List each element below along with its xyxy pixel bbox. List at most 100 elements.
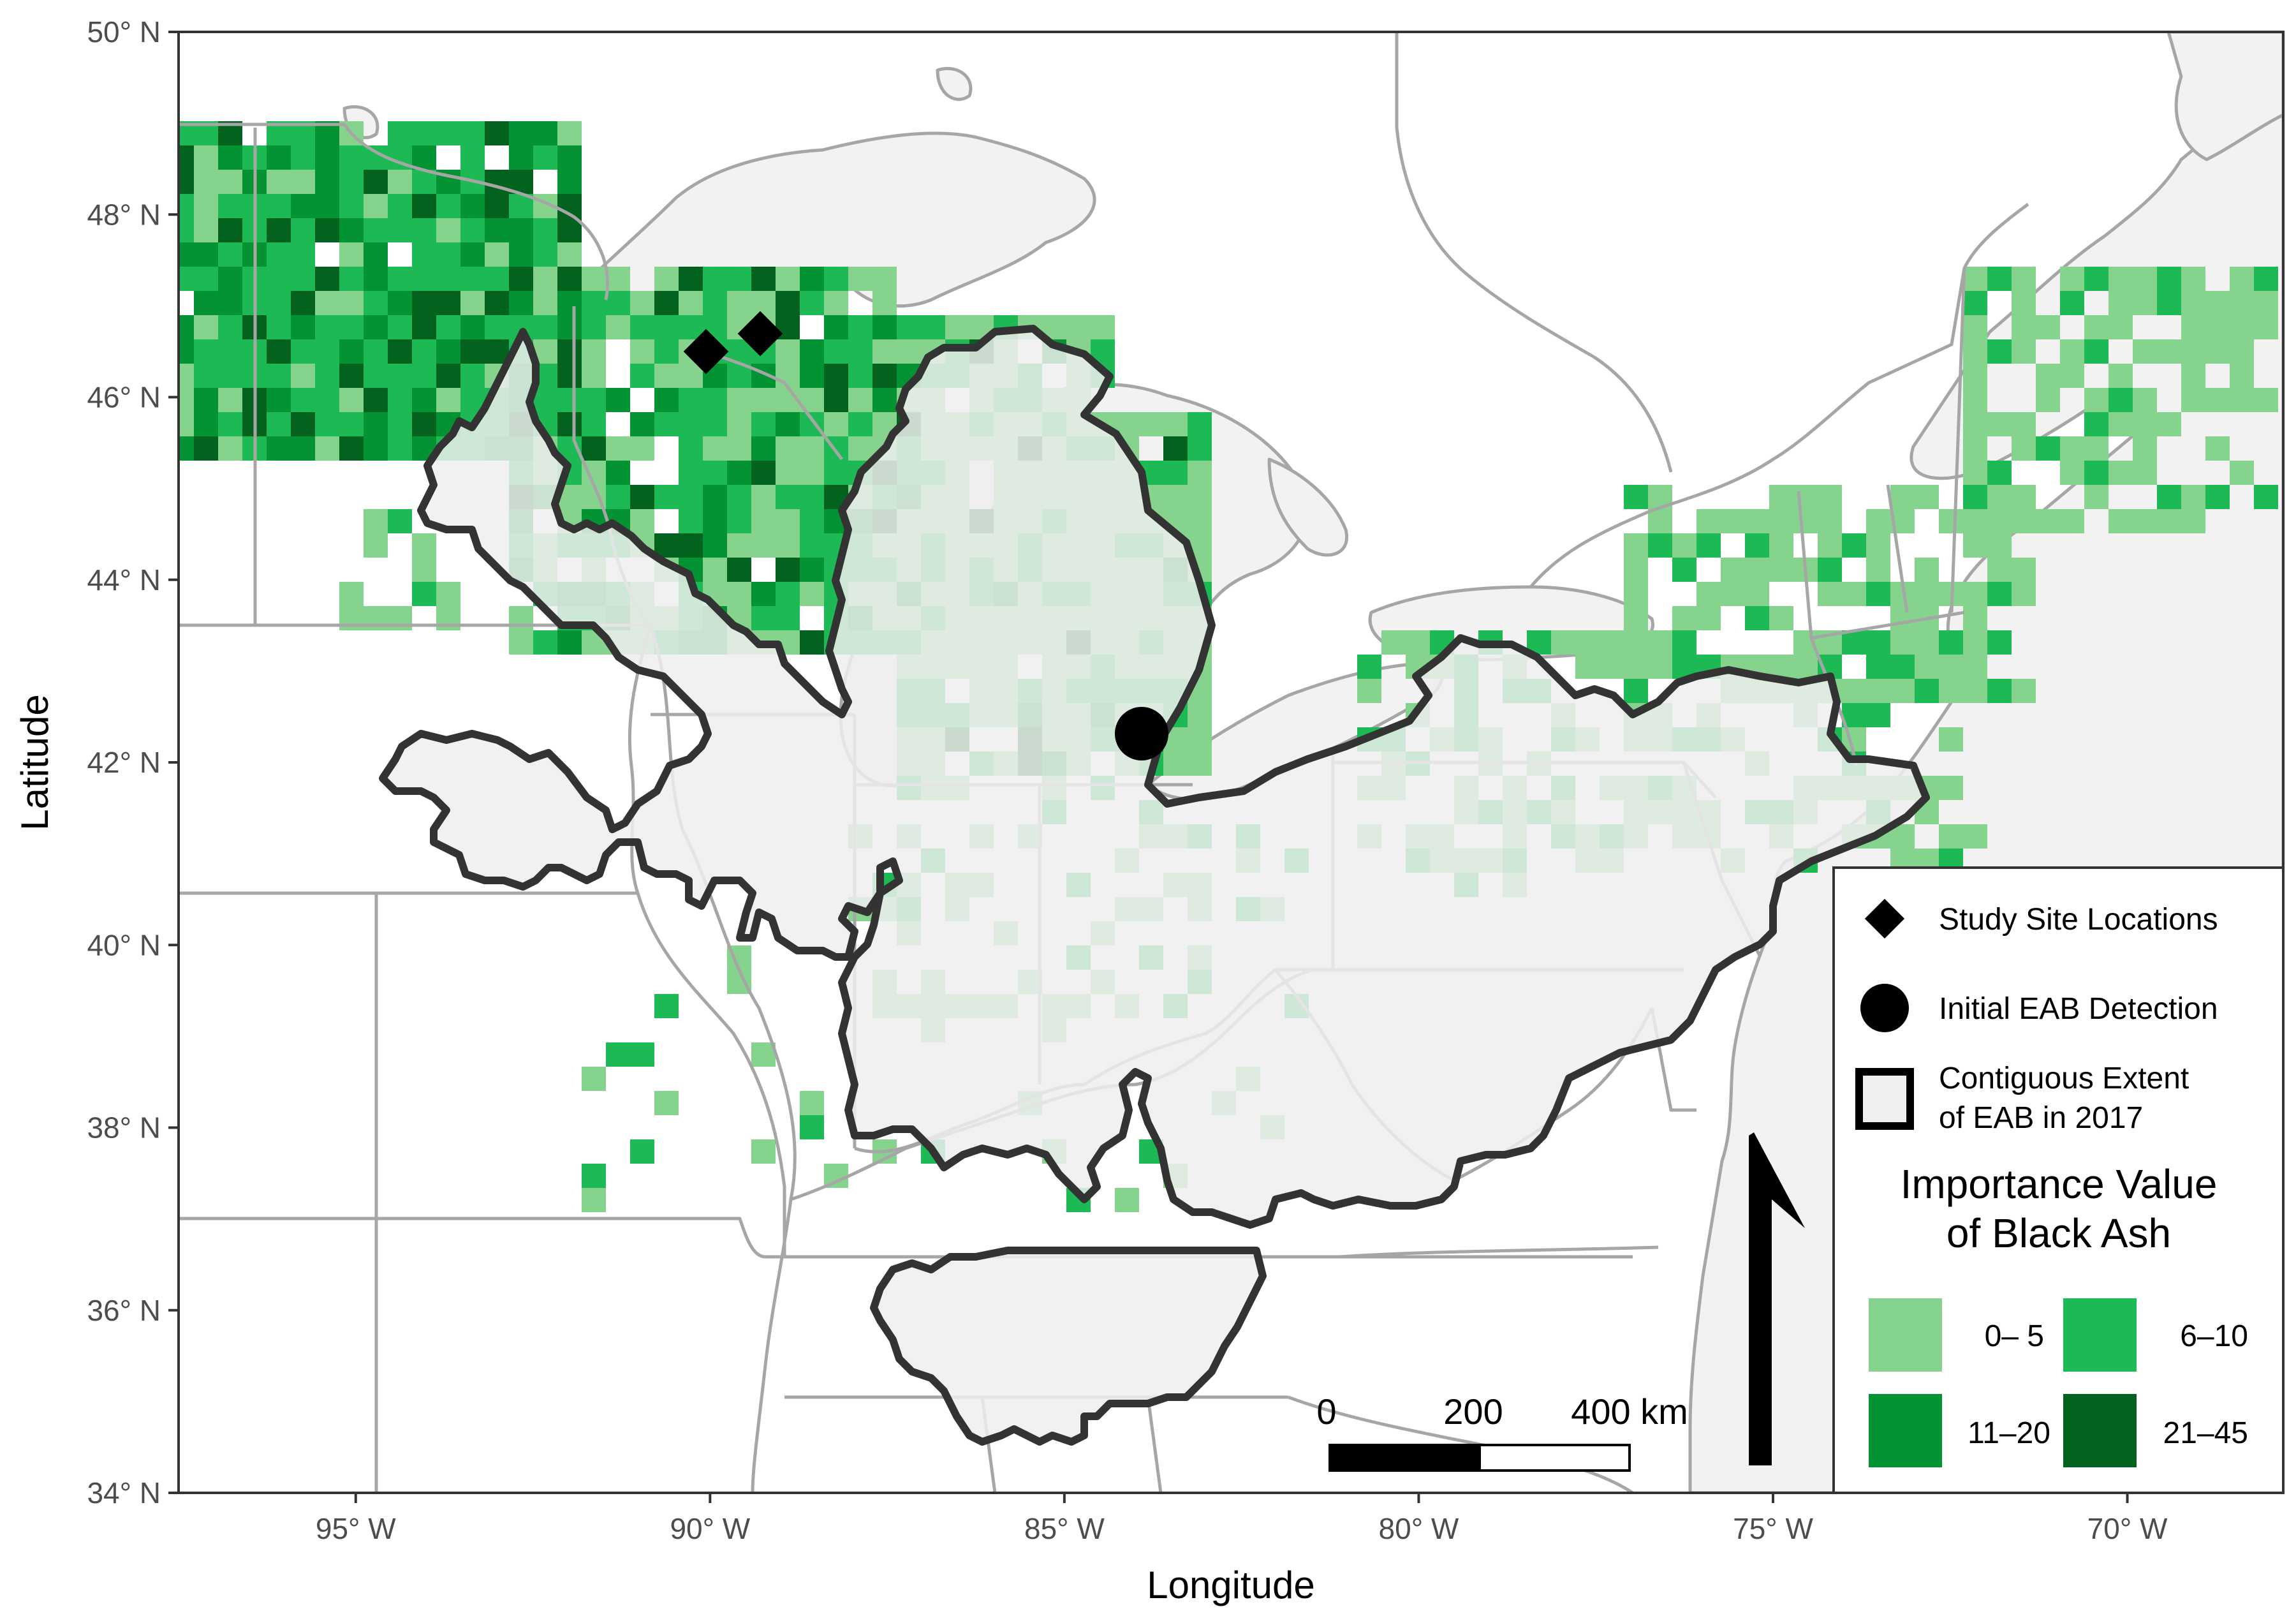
grid-cell <box>364 291 388 315</box>
grid-cell <box>1963 291 1987 315</box>
grid-cell <box>1939 679 1963 703</box>
grid-cell <box>606 315 630 339</box>
grid-cell <box>1963 267 1987 291</box>
new-england-3 <box>1950 267 1966 613</box>
grid-cell <box>606 267 630 291</box>
grid-cell <box>606 388 630 412</box>
grid-cell <box>339 242 364 267</box>
grid-cell <box>1963 582 1987 606</box>
grid-cell <box>630 339 654 364</box>
grid-cell <box>485 218 509 242</box>
grid-cell <box>2012 485 2036 509</box>
grid-cell <box>557 121 582 145</box>
grid-cell <box>582 1067 606 1091</box>
legend-class-label-2: 11–20 <box>1968 1416 2050 1450</box>
grid-cell <box>2036 436 2060 461</box>
grid-cell <box>703 461 727 485</box>
grid-cell <box>2012 509 2036 533</box>
grid-cell <box>1818 582 1842 606</box>
grid-cell <box>339 170 364 194</box>
grid-cell <box>848 364 872 388</box>
grid-cell <box>1188 461 1212 485</box>
grid-cell <box>291 436 315 461</box>
grid-cell <box>1357 655 1381 679</box>
grid-cell <box>848 412 872 436</box>
grid-cell <box>388 121 412 145</box>
grid-cell <box>776 436 800 461</box>
grid-cell <box>1866 630 1890 655</box>
grid-cell <box>364 388 388 412</box>
grid-cell <box>1745 558 1769 582</box>
grid-cell <box>630 315 654 339</box>
grid-cell <box>2036 388 2060 412</box>
grid-cell <box>1066 315 1091 339</box>
grid-cell <box>2012 291 2036 315</box>
grid-cell <box>267 339 291 364</box>
grid-cell <box>315 194 339 218</box>
grid-cell <box>509 242 533 267</box>
grid-cell <box>485 121 509 145</box>
grid-cell <box>1987 509 2012 533</box>
scale-label-0: 0 <box>1316 1391 1336 1432</box>
grid-cell <box>751 291 776 315</box>
x-axis-title: Longitude <box>1147 1564 1315 1606</box>
grid-cell <box>460 364 485 388</box>
grid-cell <box>1866 655 1890 679</box>
grid-cell <box>1963 388 1987 412</box>
grid-cell <box>727 412 751 436</box>
grid-cell <box>727 485 751 509</box>
grid-cell <box>751 412 776 436</box>
grid-cell <box>218 339 242 364</box>
grid-cell <box>194 315 218 339</box>
grid-cell <box>2181 315 2205 339</box>
grid-cell <box>727 533 751 558</box>
grid-cell <box>533 315 557 339</box>
study-site-marker <box>737 311 783 357</box>
grid-cell <box>872 267 897 291</box>
grid-cell <box>751 606 776 630</box>
canada-boundary-east <box>1529 203 2029 588</box>
grid-cell <box>388 315 412 339</box>
grid-cell <box>1624 679 1648 703</box>
grid-cell <box>267 315 291 339</box>
grid-cell <box>460 339 485 364</box>
grid-cell <box>533 121 557 145</box>
grid-cell <box>2012 315 2036 339</box>
grid-cell <box>1769 485 1793 509</box>
grid-cell <box>2230 339 2254 364</box>
grid-cell <box>1745 533 1769 558</box>
grid-cell <box>727 558 751 582</box>
y-tick-label: 34° N <box>87 1476 161 1509</box>
grid-cell <box>412 533 436 558</box>
virginia-nc <box>1339 1245 1659 1259</box>
grid-cell <box>800 630 824 655</box>
grid-cell <box>1188 703 1212 727</box>
grid-cell <box>485 194 509 218</box>
grid-cell <box>533 218 557 242</box>
grid-cell <box>1624 655 1648 679</box>
grid-cell <box>1963 315 1987 339</box>
legend: Study Site Locations Initial EAB Detecti… <box>1832 866 2283 1493</box>
legend-initial-detection-label: Initial EAB Detection <box>1939 992 2218 1026</box>
grid-cell <box>557 315 582 339</box>
grid-cell <box>703 436 727 461</box>
grid-cell <box>751 509 776 533</box>
grid-cell <box>2205 315 2230 339</box>
grid-cell <box>2157 291 2181 315</box>
grid-cell <box>315 170 339 194</box>
grid-cell <box>2084 315 2108 339</box>
grid-cell <box>218 267 242 291</box>
grid-cell <box>194 388 218 412</box>
grid-cell <box>1745 509 1769 533</box>
grid-cell <box>872 364 897 388</box>
grid-cell <box>654 1091 679 1115</box>
grid-cell <box>1939 824 1963 849</box>
grid-cell <box>315 145 339 170</box>
grid-cell <box>1793 655 1818 679</box>
grid-cell <box>679 412 703 436</box>
map-points <box>683 311 1168 760</box>
grid-cell <box>2181 388 2205 412</box>
legend-class-label-1: 6–10 <box>2180 1319 2248 1353</box>
grid-cell <box>2157 267 2181 291</box>
grid-cell <box>727 461 751 485</box>
